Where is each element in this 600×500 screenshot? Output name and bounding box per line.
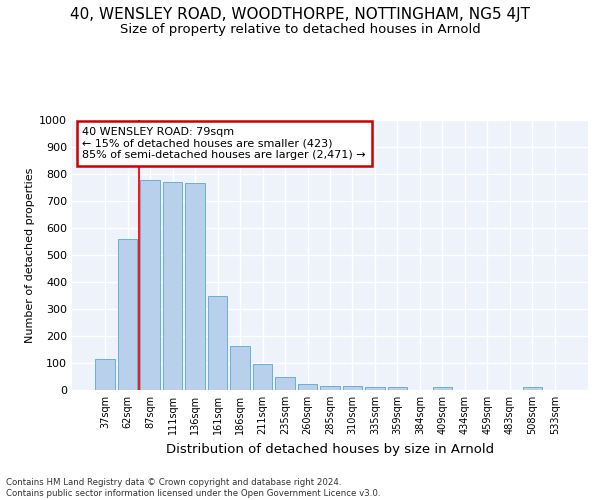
Y-axis label: Number of detached properties: Number of detached properties <box>25 168 35 342</box>
Bar <box>118 239 137 390</box>
Bar <box>275 376 295 390</box>
Bar <box>298 384 317 390</box>
Bar <box>163 182 182 390</box>
Bar <box>343 386 362 390</box>
Bar <box>365 387 385 390</box>
Bar <box>185 182 205 390</box>
Bar <box>253 364 272 390</box>
Bar <box>320 386 340 390</box>
Bar <box>140 180 160 390</box>
Bar <box>208 296 227 390</box>
Text: 40 WENSLEY ROAD: 79sqm
← 15% of detached houses are smaller (423)
85% of semi-de: 40 WENSLEY ROAD: 79sqm ← 15% of detached… <box>82 126 366 160</box>
X-axis label: Distribution of detached houses by size in Arnold: Distribution of detached houses by size … <box>166 442 494 456</box>
Bar <box>523 388 542 390</box>
Bar <box>433 388 452 390</box>
Bar <box>95 360 115 390</box>
Bar <box>388 388 407 390</box>
Text: Contains HM Land Registry data © Crown copyright and database right 2024.
Contai: Contains HM Land Registry data © Crown c… <box>6 478 380 498</box>
Text: Size of property relative to detached houses in Arnold: Size of property relative to detached ho… <box>119 22 481 36</box>
Text: 40, WENSLEY ROAD, WOODTHORPE, NOTTINGHAM, NG5 4JT: 40, WENSLEY ROAD, WOODTHORPE, NOTTINGHAM… <box>70 8 530 22</box>
Bar <box>230 346 250 390</box>
